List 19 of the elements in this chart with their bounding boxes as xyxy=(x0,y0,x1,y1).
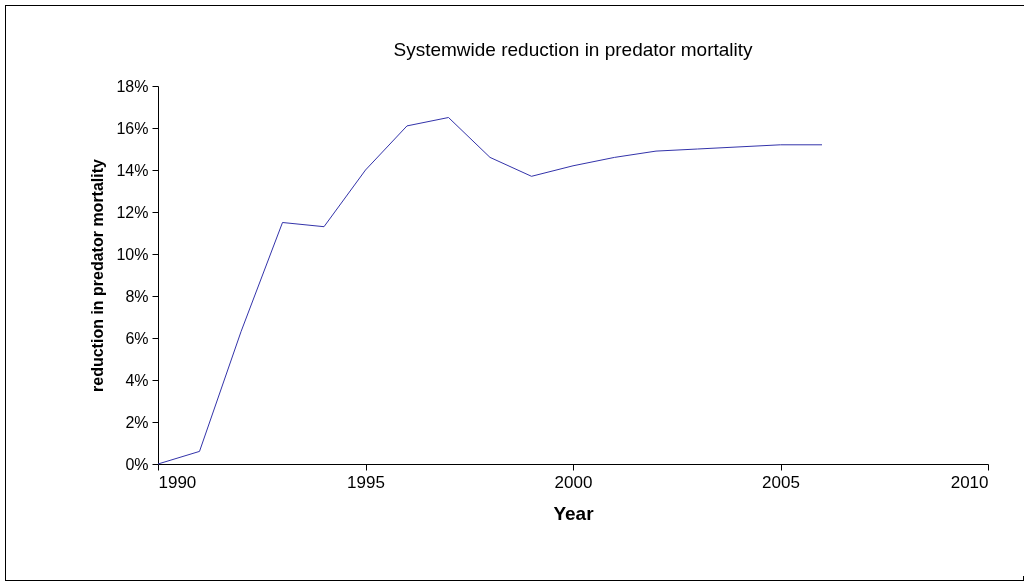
y-tick-label: 16% xyxy=(116,119,149,137)
y-tick-label: 18% xyxy=(116,77,149,95)
y-tick-label: 8% xyxy=(125,287,149,305)
y-axis-title: reduction in predator mortality xyxy=(89,158,107,392)
y-tick-label: 4% xyxy=(125,371,149,389)
line-series xyxy=(157,117,823,465)
y-tick-label: 14% xyxy=(116,161,149,179)
x-tick-label: 1990 xyxy=(158,472,197,492)
x-tick-label: 2000 xyxy=(554,472,593,492)
x-tick-label: 2005 xyxy=(762,472,800,492)
y-tick-label: 0% xyxy=(125,455,149,473)
x-axis-title: Year xyxy=(553,502,595,524)
x-tick-label: 1995 xyxy=(347,472,385,492)
y-tick-label: 10% xyxy=(116,245,149,263)
y-tick-label: 12% xyxy=(116,203,149,221)
y-tick-label: 2% xyxy=(125,413,149,431)
chart-title: Systemwide reduction in predator mortality xyxy=(393,39,754,60)
y-tick-label: 6% xyxy=(125,329,149,347)
x-tick-label: 2010 xyxy=(950,472,989,492)
